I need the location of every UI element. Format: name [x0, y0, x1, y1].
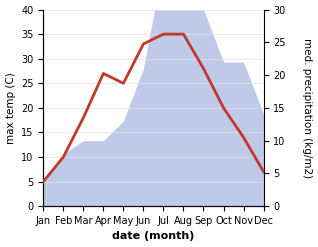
X-axis label: date (month): date (month): [112, 231, 195, 242]
Y-axis label: max temp (C): max temp (C): [5, 72, 16, 144]
Y-axis label: med. precipitation (kg/m2): med. precipitation (kg/m2): [302, 38, 313, 178]
